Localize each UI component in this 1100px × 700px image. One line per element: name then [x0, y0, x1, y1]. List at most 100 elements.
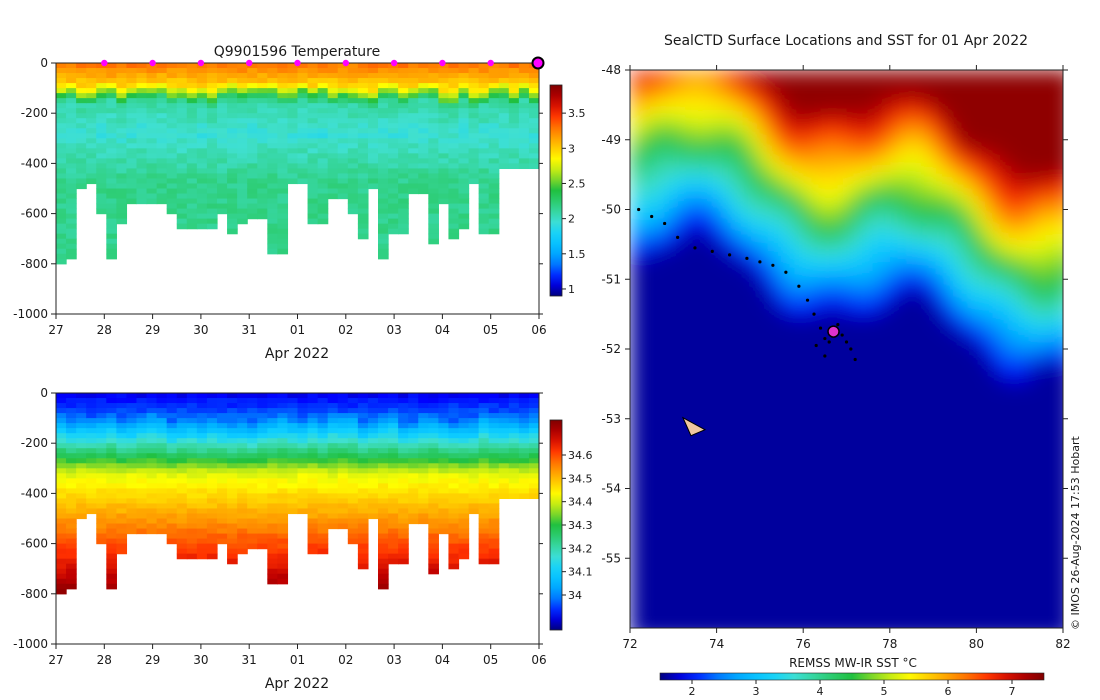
sst-cell [759, 293, 770, 306]
section-cell [388, 188, 399, 195]
sst-cell [733, 148, 744, 161]
sst-cell [751, 92, 761, 105]
sst-cell [881, 427, 891, 440]
sst-cell [924, 226, 935, 239]
sst-cell [907, 92, 917, 105]
section-cell [76, 98, 87, 104]
section-cell [458, 123, 470, 129]
section-cell [196, 503, 208, 510]
section-cell [297, 398, 309, 404]
sst-cell [820, 360, 831, 373]
sst-cell [881, 114, 891, 127]
section-cell [367, 473, 379, 479]
sst-cell [656, 125, 666, 138]
section-cell [227, 118, 238, 124]
section-cell [317, 213, 329, 220]
section-cell [76, 73, 87, 79]
section-cell [257, 68, 268, 74]
section-cell [418, 423, 429, 429]
section-cell [206, 533, 218, 540]
section-cell [247, 178, 258, 185]
section-cell [166, 523, 178, 530]
section-cell [428, 168, 439, 175]
section-cell [267, 518, 278, 525]
section-cell [106, 248, 117, 255]
sst-cell [638, 382, 649, 395]
section-cell [347, 423, 359, 429]
sst-cell [872, 114, 883, 127]
section-cell [136, 103, 148, 109]
sst-cell [820, 337, 831, 350]
section-cell [257, 468, 268, 474]
section-cell [367, 178, 379, 185]
section-cell [217, 518, 228, 525]
section-cell [347, 163, 359, 170]
section-cell [307, 168, 319, 175]
section-cell [257, 128, 268, 134]
section-cell [388, 168, 399, 175]
sst-cell [837, 270, 848, 284]
sst-cell [924, 304, 935, 317]
section-cell [458, 408, 470, 414]
section-cell [116, 93, 128, 99]
section-cell [388, 533, 399, 540]
section-cell [247, 138, 258, 144]
section-cell [388, 148, 399, 154]
section-cell [307, 83, 319, 89]
sst-cell [733, 259, 744, 272]
sst-cell [941, 203, 952, 217]
section-cell [196, 168, 208, 175]
section-cell [458, 473, 470, 479]
sst-cell [837, 349, 848, 362]
section-cell [227, 93, 238, 99]
section-cell [186, 93, 198, 99]
sst-cell [803, 203, 813, 217]
sst-cell [803, 148, 813, 161]
section-cell [468, 473, 480, 479]
sst-cell [768, 215, 779, 228]
sst-cell [829, 159, 839, 172]
profile-column [498, 393, 510, 500]
section-cell [528, 128, 539, 134]
section-cell [458, 103, 470, 109]
section-cell [237, 533, 248, 540]
section-cell [196, 153, 208, 159]
sst-cell [976, 181, 987, 194]
profile-column [508, 63, 520, 170]
sst-cell [1054, 226, 1063, 239]
section-cell [116, 533, 128, 540]
sst-cell [959, 192, 969, 205]
section-cell [488, 503, 500, 510]
sst-cell [742, 326, 753, 339]
section-cell [267, 538, 278, 545]
sst-cell [1045, 360, 1056, 373]
sst-cell [959, 259, 969, 272]
section-cell [478, 88, 490, 94]
section-cell [508, 98, 520, 104]
sst-cell [707, 337, 718, 350]
section-cell [307, 158, 319, 164]
sst-cell [811, 304, 822, 317]
section-cell [408, 403, 419, 409]
section-cell [56, 63, 67, 69]
section-cell [166, 408, 178, 414]
section-cell [488, 213, 500, 220]
sst-cell [751, 282, 761, 295]
sst-cell [777, 170, 787, 183]
section-cell [277, 168, 289, 175]
section-cell [196, 88, 208, 94]
sst-cell [673, 438, 683, 451]
section-cell [408, 118, 419, 124]
sst-cell [993, 70, 1004, 83]
sst-cell [656, 382, 666, 395]
section-cell [227, 183, 238, 190]
section-cell [206, 63, 218, 69]
section-cell [518, 413, 530, 419]
section-cell [56, 433, 67, 439]
sst-cell [638, 315, 649, 328]
section-cell [508, 143, 520, 149]
sst-cell [699, 92, 709, 105]
section-cell [378, 583, 389, 590]
section-cell [176, 513, 188, 520]
